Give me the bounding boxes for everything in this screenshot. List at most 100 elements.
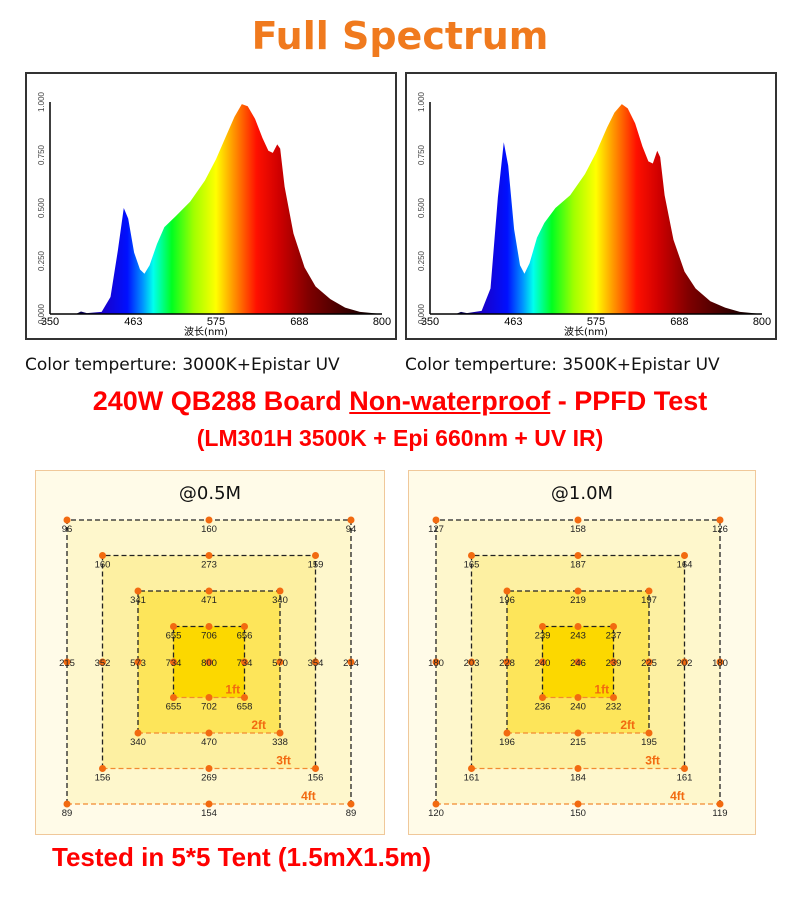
measure-point bbox=[347, 800, 355, 808]
measure-point bbox=[170, 623, 177, 630]
x-tick-label: 575 bbox=[587, 316, 605, 328]
measure-point bbox=[347, 516, 355, 524]
ppfd-value: 655 bbox=[166, 702, 182, 713]
ppfd-value: 165 bbox=[464, 560, 480, 571]
chart-caption-1: Color temperture: 3000K+Epistar UV bbox=[25, 355, 340, 375]
measure-point bbox=[432, 658, 440, 666]
ppfd-value: 187 bbox=[570, 560, 586, 571]
ppfd-value: 470 bbox=[201, 737, 217, 748]
measure-point bbox=[574, 623, 582, 630]
ppfd-value: 658 bbox=[237, 702, 253, 713]
x-tick-label: 688 bbox=[670, 316, 688, 328]
ppfd-value: 156 bbox=[308, 773, 324, 784]
ppfd-value: 240 bbox=[535, 658, 551, 669]
measure-point bbox=[134, 658, 142, 666]
y-tick-label: 0.750 bbox=[417, 144, 426, 165]
y-tick-label: 0.250 bbox=[37, 250, 46, 271]
measure-point bbox=[468, 552, 475, 559]
ppfd-value: 119 bbox=[712, 808, 727, 819]
ppfd-value: 184 bbox=[570, 773, 586, 784]
measure-point bbox=[539, 694, 546, 701]
measure-point bbox=[716, 516, 724, 524]
measure-point bbox=[205, 694, 213, 701]
measure-point bbox=[170, 694, 177, 701]
ring-label: 2ft bbox=[251, 718, 266, 732]
ppfd-value: 196 bbox=[499, 595, 515, 606]
measure-point bbox=[241, 694, 248, 701]
measure-point bbox=[99, 765, 106, 772]
ring-label: 2ft bbox=[620, 718, 635, 732]
measure-point bbox=[312, 552, 319, 559]
measure-point bbox=[134, 587, 142, 595]
ppfd-value: 225 bbox=[641, 658, 657, 669]
y-tick-label: 0.500 bbox=[417, 197, 426, 218]
measure-point bbox=[276, 587, 284, 595]
measure-point bbox=[574, 694, 582, 701]
measure-point bbox=[574, 729, 582, 737]
ppfd-value: 237 bbox=[606, 631, 622, 642]
measure-point-center bbox=[205, 658, 213, 666]
spectrum-area bbox=[50, 104, 382, 315]
ppfd-panel-1: @0.5M 1ft 655 706 656 734 734 655 702 658 2ft 341 47… bbox=[35, 470, 385, 835]
ring-label: 4ft bbox=[670, 789, 685, 803]
ppfd-value: 273 bbox=[201, 560, 217, 571]
ppfd-subheading: (LM301H 3500K + Epi 660nm + UV IR) bbox=[196, 425, 604, 451]
measure-point bbox=[63, 658, 71, 666]
ppfd-value: 269 bbox=[201, 773, 217, 784]
page-title: Full Spectrum bbox=[251, 14, 549, 58]
ppfd-value: 120 bbox=[428, 808, 444, 819]
measure-point bbox=[574, 516, 582, 524]
measure-point bbox=[312, 658, 319, 666]
ppfd-value: 471 bbox=[201, 595, 217, 606]
measure-point bbox=[99, 658, 106, 666]
ppfd-value: 232 bbox=[606, 702, 622, 713]
ppfd-value: 161 bbox=[464, 773, 480, 784]
measure-point bbox=[205, 800, 213, 808]
ppfd-value: 228 bbox=[499, 658, 515, 669]
measure-point bbox=[63, 516, 71, 524]
ppfd-value: 340 bbox=[130, 737, 146, 748]
measure-point bbox=[312, 765, 319, 772]
measure-point bbox=[205, 623, 213, 630]
measure-point bbox=[539, 623, 546, 630]
ppfd-value: 354 bbox=[308, 658, 324, 669]
ppfd-value: 219 bbox=[570, 595, 586, 606]
ring-label: 3ft bbox=[276, 754, 291, 768]
ppfd-panel-2: @1.0M 1ft 239 243 237 240 239 236 240 232 2ft 196 21… bbox=[408, 470, 756, 835]
x-tick-label: 800 bbox=[753, 316, 771, 328]
ppfd-value: 160 bbox=[95, 560, 111, 571]
heading-pre: 240W QB288 Board bbox=[92, 386, 350, 416]
ppfd-value: 340 bbox=[272, 595, 288, 606]
ppfd-value: 89 bbox=[346, 808, 357, 819]
measure-point bbox=[468, 765, 475, 772]
y-tick-label: 0.000 bbox=[417, 303, 426, 324]
measure-point bbox=[681, 765, 688, 772]
y-tick-label: 0.250 bbox=[417, 250, 426, 271]
measure-point bbox=[645, 587, 653, 595]
ppfd-value: 656 bbox=[237, 631, 253, 642]
ring-label: 3ft bbox=[645, 754, 660, 768]
y-tick-label: 0.500 bbox=[37, 197, 46, 218]
x-tick-label: 688 bbox=[290, 316, 308, 328]
ppfd-value: 341 bbox=[130, 595, 146, 606]
ppfd-value: 655 bbox=[166, 631, 182, 642]
ppfd-value: 734 bbox=[237, 658, 253, 669]
x-axis-label: 波长(nm) bbox=[564, 325, 608, 338]
ppfd-value: 236 bbox=[535, 702, 551, 713]
measure-point bbox=[432, 800, 440, 808]
measure-point bbox=[645, 658, 653, 666]
y-tick-label: 1.000 bbox=[417, 91, 426, 112]
ppfd-value: 203 bbox=[464, 658, 480, 669]
measure-point bbox=[205, 729, 213, 737]
ppfd-value: 338 bbox=[272, 737, 288, 748]
ppfd-value: 160 bbox=[201, 524, 217, 535]
ppfd-value: 239 bbox=[606, 658, 622, 669]
measure-point bbox=[610, 623, 617, 630]
ppfd-value: 96 bbox=[62, 524, 73, 535]
measure-point bbox=[276, 658, 284, 666]
measure-point bbox=[539, 658, 546, 666]
measure-point bbox=[681, 658, 688, 666]
measure-point bbox=[574, 552, 582, 559]
measure-point bbox=[574, 587, 582, 595]
spectrum-chart-1: 350 463 575 688 800 0.000 0.250 0.500 0.750 1.000… bbox=[25, 72, 397, 340]
